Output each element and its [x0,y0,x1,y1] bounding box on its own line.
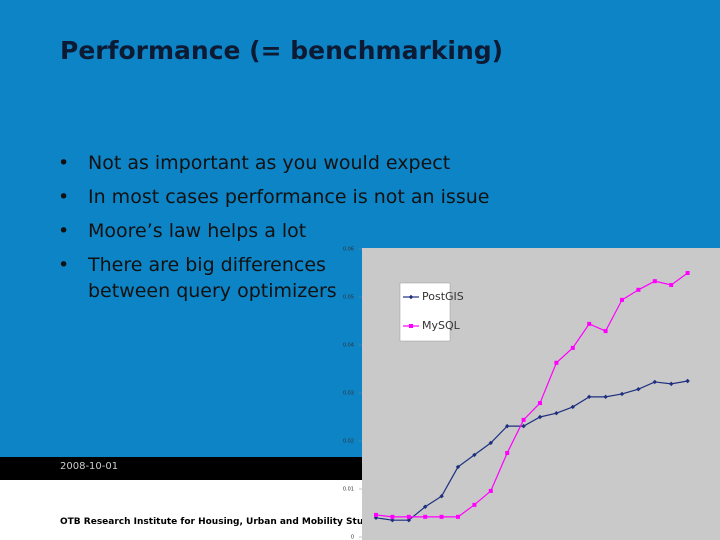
point [620,297,624,302]
slide-title: Performance (= benchmarking) [60,36,504,65]
point [652,279,657,284]
series-line [375,272,688,518]
point [439,514,444,519]
point [554,360,559,365]
bullet-text: There are big differences [88,254,326,276]
point [472,452,477,458]
point [423,504,428,509]
point [505,423,510,429]
bullet: In most cases performance is not an issu… [58,184,489,218]
bullet-text: Moore’s law helps a lot [88,220,307,242]
point [685,271,690,275]
footer-date: 2008-10-01 [60,461,119,472]
point [488,440,493,446]
y-tick-label: 0.01 [343,487,354,493]
bullet: Moore’s law helps a lot [58,218,489,252]
point [423,514,428,519]
point [538,401,542,406]
y-tick-label: 0.04 [343,343,354,349]
legend-marker [409,324,413,328]
bullet-text: between query optimizers [88,280,337,302]
point [603,329,608,334]
point [472,502,477,507]
point [456,514,460,519]
point [455,464,461,470]
point [488,488,493,493]
bullet: Not as important as you would expect [58,150,489,184]
bullet-continuation: between query optimizers [88,278,489,312]
point [619,391,625,397]
chart: 0 0.01 0.02 0.03 0.04 0.05 0.06 PostGIS MySQL [343,247,720,540]
point [406,514,411,519]
y-tick-label: 0.02 [343,439,354,445]
legend-box [399,282,451,342]
point [685,378,690,384]
point [521,417,526,422]
footer-organization: OTB Research Institute for Housing, Urba… [60,517,364,527]
point [636,287,641,292]
point [587,321,592,326]
y-tick-label: 0 [351,535,354,540]
y-tick-label: 0.03 [343,391,354,397]
bullet-list: Not as important as you would expect In … [58,150,489,312]
bullet: There are big differences [58,252,489,286]
point [390,514,395,519]
point [537,414,543,420]
point [374,512,378,517]
point [373,515,379,520]
point [669,283,674,287]
point [570,345,575,350]
y-tick-label: 0.05 [343,295,354,301]
legend-label: PostGIS [422,290,464,303]
bullet-text: In most cases performance is not an issu… [88,186,490,208]
point [439,494,444,499]
legend-label: MySQL [422,319,461,332]
point [505,451,510,455]
legend-marker [408,294,414,300]
y-tick-label: 0.06 [343,247,354,253]
series-line [375,380,688,521]
bullet-text: Not as important as you would expect [88,152,451,174]
